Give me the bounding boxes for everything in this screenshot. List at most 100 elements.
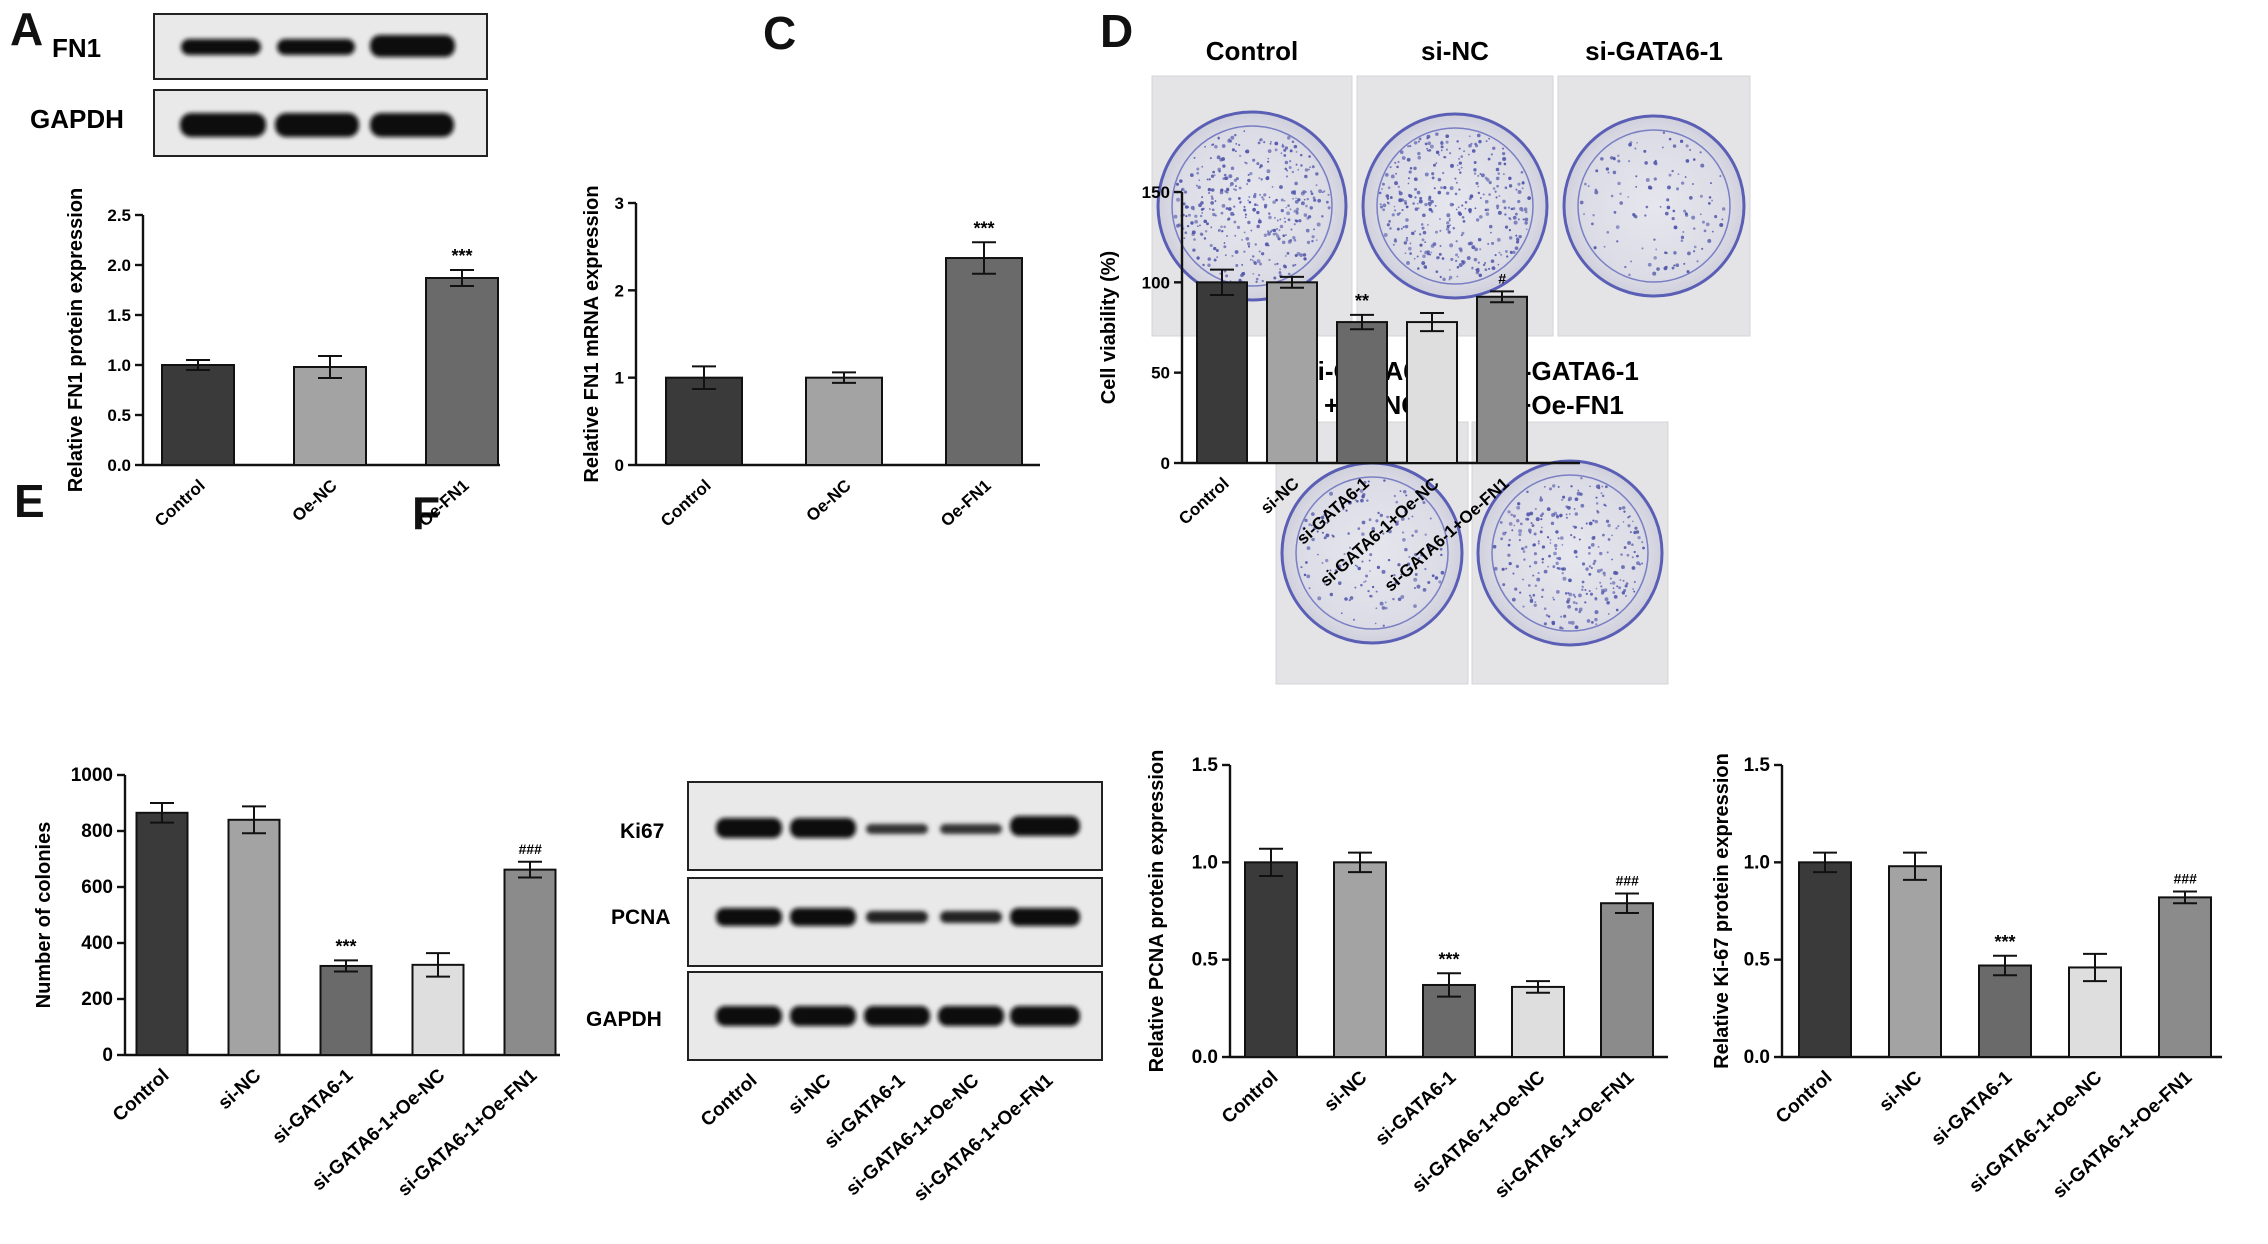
- colony-dot: [1636, 141, 1638, 144]
- colony-dot: [1382, 208, 1386, 212]
- colony-dot: [1616, 240, 1619, 243]
- colony-dot: [1290, 228, 1293, 231]
- significance-label: ###: [1615, 872, 1639, 888]
- colony-dot: [1365, 574, 1369, 578]
- colony-dot: [1506, 255, 1509, 258]
- colony-dot: [1536, 577, 1541, 582]
- colony-dot: [1352, 618, 1355, 621]
- colony-dot: [1368, 559, 1371, 562]
- colony-dot: [1561, 572, 1564, 575]
- colony-dot: [1305, 204, 1308, 208]
- colony-dot: [1235, 143, 1238, 145]
- western-blot-a: FN1 GAPDH: [30, 13, 488, 157]
- colony-dot: [1213, 174, 1216, 177]
- x-tick-label: Control: [1175, 474, 1233, 529]
- colony-dot: [1517, 199, 1521, 204]
- colony-dot: [1297, 168, 1300, 171]
- colony-dot: [1208, 208, 1211, 210]
- colony-dot: [1568, 621, 1572, 625]
- colony-dot: [1579, 492, 1583, 496]
- colony-dot: [1239, 201, 1242, 204]
- colony-dot: [1487, 157, 1491, 161]
- colony-dot: [1276, 234, 1280, 238]
- colony-dot: [1413, 257, 1416, 260]
- colony-dot: [1289, 160, 1292, 163]
- colony-dot: [1263, 203, 1268, 208]
- colony-dot: [1408, 246, 1412, 251]
- y-axis-label: Relative PCNA protein expression: [1146, 750, 1168, 1073]
- colony-dot: [1193, 156, 1196, 159]
- blot-f-band: [940, 911, 1002, 923]
- colony-dot: [1488, 224, 1493, 229]
- colony-dot: [1617, 159, 1621, 163]
- colony-dot: [1609, 582, 1612, 585]
- colony-dot: [1348, 552, 1351, 555]
- colony-dot: [1594, 190, 1599, 195]
- x-tick-label: si-NC: [1320, 1067, 1371, 1116]
- colony-dot: [1514, 587, 1518, 591]
- colony-dot: [1397, 160, 1400, 164]
- colony-dot: [1211, 208, 1215, 212]
- colony-dot: [1615, 608, 1619, 612]
- colony-dot: [1210, 195, 1214, 198]
- colony-dot: [1409, 568, 1411, 571]
- colony-dot: [1524, 210, 1528, 214]
- colony-dot: [1448, 152, 1452, 155]
- colony-dot: [1417, 267, 1420, 270]
- colony-dot: [1605, 519, 1610, 523]
- colony-dot: [1284, 146, 1289, 150]
- colony-dot: [1512, 514, 1516, 518]
- colony-dot: [1418, 199, 1423, 204]
- colony-dot: [1227, 207, 1232, 211]
- dish-inner-rim: [1295, 476, 1449, 630]
- colony-dot: [1226, 191, 1229, 194]
- colony-dot: [1359, 489, 1364, 493]
- colony-dot: [1308, 155, 1311, 158]
- y-axis-label: Cell viability (%): [1098, 251, 1120, 404]
- colony-dot: [1411, 515, 1414, 518]
- colony-dot: [1623, 546, 1627, 549]
- significance-label: ***: [1438, 949, 1459, 969]
- bar: [1336, 321, 1388, 464]
- colony-dot: [1272, 200, 1276, 204]
- colony-dot: [1573, 549, 1578, 554]
- colony-dot: [1590, 543, 1595, 547]
- colony-dot: [1375, 590, 1378, 593]
- colony-dot: [1502, 583, 1506, 587]
- colony-dot: [1267, 230, 1270, 233]
- colony-dot: [1462, 219, 1466, 223]
- colony-dot: [1610, 194, 1614, 198]
- colony-dot: [1627, 160, 1631, 163]
- colony-dot: [1450, 257, 1454, 261]
- colony-dot: [1296, 210, 1299, 213]
- colony-dot: [1221, 157, 1225, 161]
- bar: [1978, 964, 2032, 1058]
- colony-dot: [1287, 136, 1291, 140]
- colony-dot: [1404, 252, 1407, 255]
- colony-dot: [1258, 177, 1261, 180]
- colony-dot: [1381, 188, 1383, 190]
- colony-dot: [1311, 239, 1314, 243]
- colony-dot: [1382, 532, 1385, 535]
- colony-dot: [1294, 219, 1298, 222]
- colony-dot: [1323, 536, 1327, 540]
- colony-dot: [1552, 596, 1554, 599]
- colony-dot: [1367, 480, 1370, 483]
- colony-dot: [1424, 202, 1428, 207]
- colony-dot: [1289, 149, 1293, 153]
- colony-dot: [1675, 263, 1680, 268]
- colony-dot: [1479, 173, 1482, 175]
- colony-dot: [1259, 164, 1263, 168]
- colony-dot: [1663, 266, 1668, 271]
- colony-dot: [1222, 164, 1226, 168]
- colony-dot: [1684, 176, 1687, 178]
- colony-dot: [1234, 185, 1237, 188]
- colony-dot: [1417, 155, 1422, 160]
- colony-dot: [1508, 184, 1513, 188]
- colony-dot: [1633, 530, 1637, 535]
- bar: [805, 376, 883, 466]
- panel-label-c: C: [763, 7, 797, 59]
- colony-dot: [1212, 212, 1216, 217]
- colony-dot: [1442, 277, 1446, 282]
- colony-dot: [1589, 485, 1591, 488]
